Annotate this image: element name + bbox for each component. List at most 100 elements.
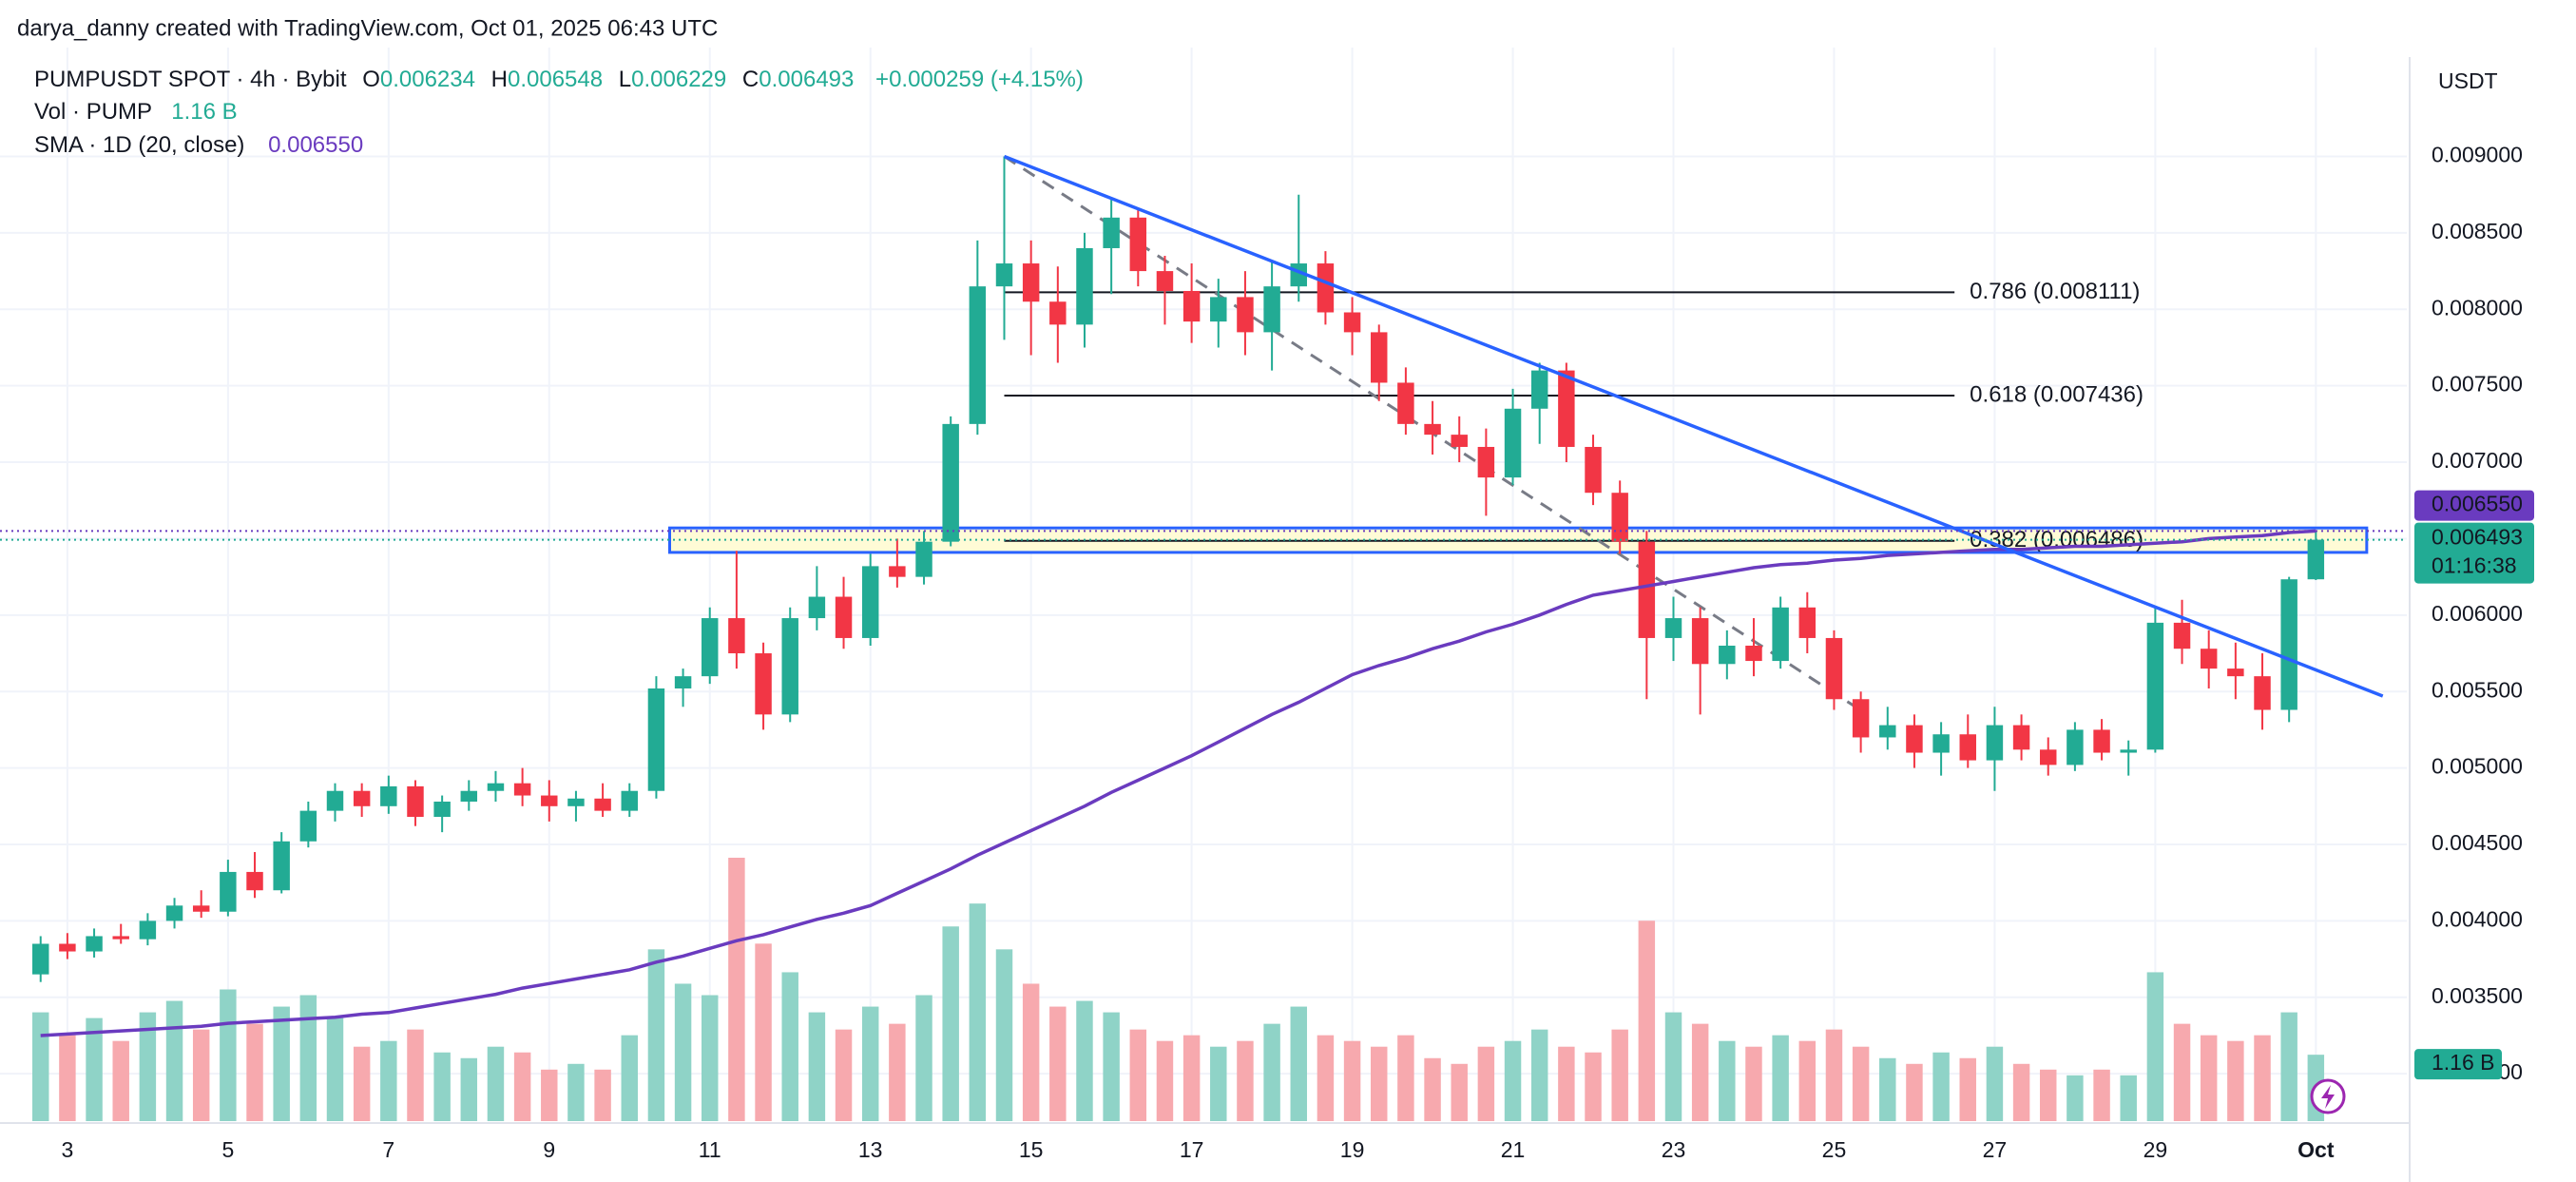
candle-body <box>1691 618 1709 665</box>
volume-bar <box>1477 1046 1495 1121</box>
candle-body <box>433 801 451 818</box>
candle-body <box>1076 247 1093 325</box>
candle-body <box>380 785 397 806</box>
volume-bar <box>273 1006 290 1121</box>
volume-bar <box>1879 1057 1896 1121</box>
x-tick-label: 9 <box>543 1137 555 1162</box>
candle-body <box>513 783 531 796</box>
candle-body <box>1156 271 1174 291</box>
sma-value: 0.006550 <box>268 132 363 158</box>
volume-bar <box>513 1052 531 1121</box>
volume-bar <box>2040 1069 2057 1121</box>
volume-bar <box>1022 983 1040 1121</box>
candle-body <box>1906 725 1923 753</box>
volume-bar <box>808 1012 826 1121</box>
candle-body <box>1959 734 1976 761</box>
x-tick-label: 21 <box>1501 1137 1526 1162</box>
volume-bar <box>1558 1046 1575 1121</box>
candle-body <box>1263 286 1280 333</box>
volume-bar <box>942 926 959 1121</box>
candle-body <box>353 790 371 806</box>
candle-body <box>1049 301 1067 325</box>
volume-bar <box>1825 1029 1843 1121</box>
fib-label: 0.786 (0.008111) <box>1970 279 2140 304</box>
volume-bar <box>433 1052 451 1121</box>
volume-bar <box>728 858 745 1121</box>
ohlc-key: O <box>362 67 380 92</box>
candle-body <box>594 798 611 811</box>
volume-bar <box>1317 1035 1335 1121</box>
volume-bar <box>220 989 237 1121</box>
volume-bar <box>915 995 932 1121</box>
x-tick-label: 13 <box>858 1137 883 1162</box>
volume-bar <box>1986 1046 2004 1121</box>
volume-bar <box>1129 1029 1147 1121</box>
candle-body <box>1504 408 1522 478</box>
candle-body <box>1022 263 1040 302</box>
volume-bar <box>407 1029 424 1121</box>
volume-bar <box>755 943 772 1121</box>
candle-body <box>1530 370 1548 409</box>
volume-bar <box>621 1035 638 1121</box>
y-tick-label: 0.006000 <box>2432 601 2523 626</box>
candle-body <box>541 795 558 806</box>
sma-price-label: 0.006550 <box>2432 492 2523 516</box>
volume-bar <box>487 1046 505 1121</box>
volume-bar <box>1182 1035 1201 1121</box>
y-tick-label: 0.003500 <box>2432 983 2523 1008</box>
x-tick-label: 29 <box>2143 1137 2168 1162</box>
volume-bar <box>1103 1012 1120 1121</box>
candle-layer <box>32 156 2325 982</box>
volume-bar <box>246 1023 263 1121</box>
volume-bar <box>192 1029 210 1121</box>
sma-line <box>40 529 2316 1037</box>
candle-body <box>2173 622 2191 649</box>
volume-bar <box>1852 1046 1870 1121</box>
candle-body <box>1825 637 1843 700</box>
volume-bar <box>1397 1035 1414 1121</box>
volume-bar <box>1585 1052 1602 1121</box>
candle-body <box>2067 729 2084 765</box>
volume-bar <box>2120 1075 2137 1121</box>
volume-bar <box>1772 1035 1789 1121</box>
volume-bar <box>2093 1069 2110 1121</box>
volume-bar <box>2280 1012 2297 1121</box>
volume-bar <box>1719 1040 1736 1121</box>
grid-layer <box>0 48 2407 1121</box>
x-tick-label: 19 <box>1340 1137 1365 1162</box>
candle-body <box>755 653 772 715</box>
candle-body <box>1182 290 1201 322</box>
candle-body <box>674 676 692 689</box>
candle-body <box>1210 297 1227 322</box>
candle-body <box>835 596 853 638</box>
volume-bar <box>2254 1035 2271 1121</box>
candle-body <box>1719 645 1736 665</box>
ohlc-key: L <box>619 67 631 92</box>
volume-bar <box>1237 1040 1254 1121</box>
candle-body <box>1424 423 1441 436</box>
volume-bar <box>835 1029 853 1121</box>
volume-title: Vol · PUMP <box>34 99 152 125</box>
x-tick-label: 23 <box>1662 1137 1686 1162</box>
volume-bar <box>1691 1023 1709 1121</box>
candle-body <box>1932 734 1950 753</box>
volume-bar <box>59 1035 76 1121</box>
candle-body <box>112 936 129 940</box>
x-tick-label: 17 <box>1180 1137 1204 1162</box>
volume-bar <box>2012 1063 2030 1121</box>
volume-bar <box>139 1012 157 1121</box>
volume-bar <box>1343 1040 1361 1121</box>
volume-layer <box>32 858 2325 1121</box>
volume-bar <box>702 995 719 1121</box>
volume-bar <box>2146 972 2164 1121</box>
candle-body <box>1611 493 1628 542</box>
volume-bar <box>541 1069 558 1121</box>
candle-body <box>1638 541 1656 638</box>
candle-body <box>1664 618 1682 638</box>
volume-bar <box>1638 920 1656 1121</box>
replay-icon[interactable] <box>2310 1078 2346 1114</box>
x-tick-label: 5 <box>221 1137 234 1162</box>
candle-body <box>1129 217 1147 272</box>
volume-bar <box>112 1040 129 1121</box>
